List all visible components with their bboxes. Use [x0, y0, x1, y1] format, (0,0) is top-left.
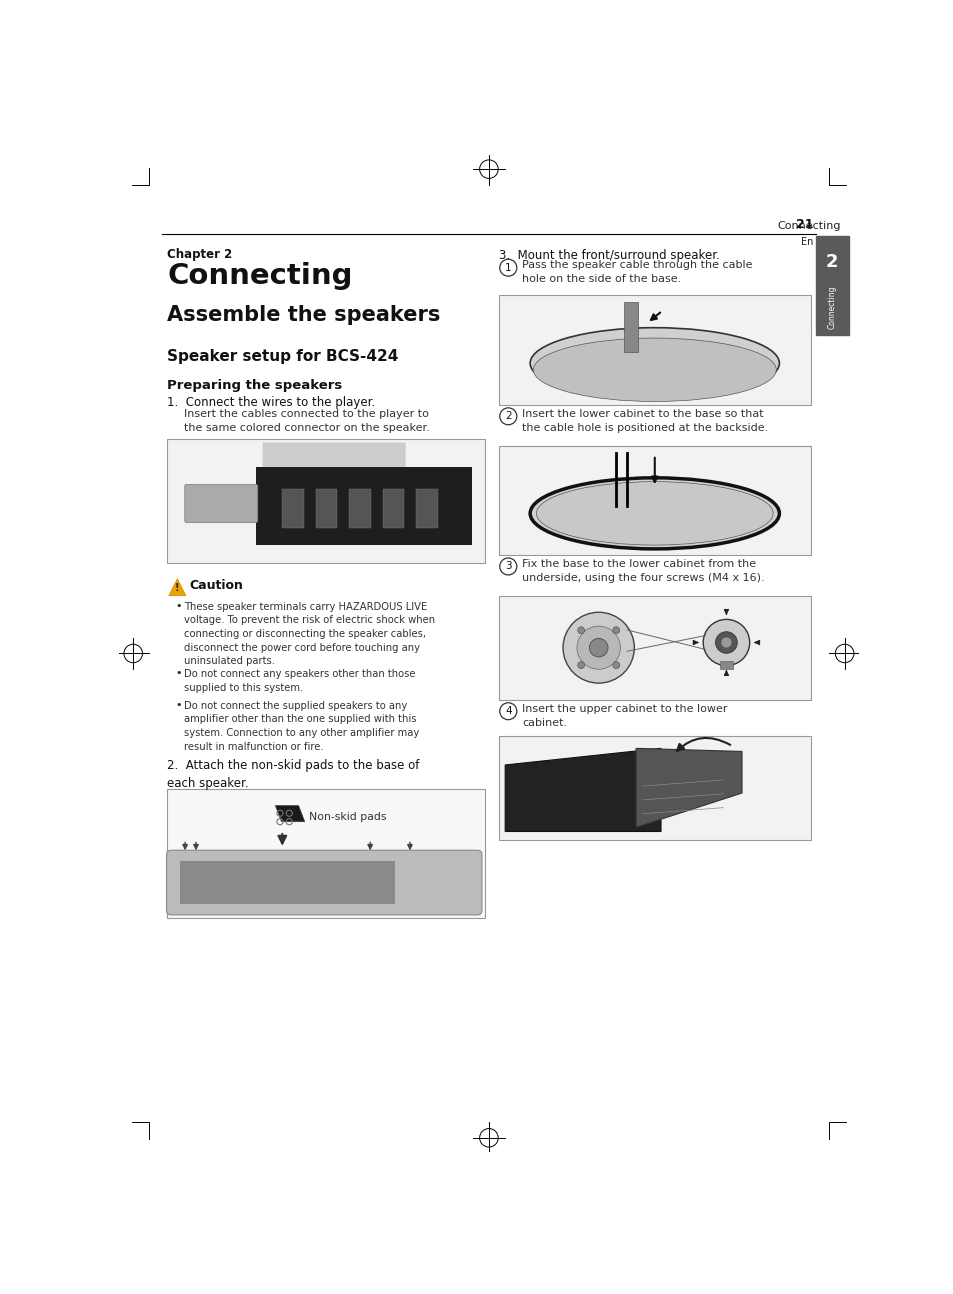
Text: Connecting: Connecting — [827, 285, 836, 329]
Bar — [498, 736, 810, 840]
Text: 4: 4 — [504, 707, 511, 716]
Text: Non-skid pads: Non-skid pads — [309, 811, 387, 822]
Bar — [623, 302, 637, 352]
Bar — [315, 489, 337, 528]
Text: Fix the base to the lower cabinet from the
underside, using the four screws (M4 : Fix the base to the lower cabinet from t… — [521, 559, 764, 582]
Text: Pass the speaker cable through the cable
hole on the side of the base.: Pass the speaker cable through the cable… — [521, 260, 752, 283]
Circle shape — [720, 637, 731, 648]
Text: These speaker terminals carry HAZARDOUS LIVE
voltage. To prevent the risk of ele: These speaker terminals carry HAZARDOUS … — [184, 602, 435, 666]
Text: Connecting: Connecting — [777, 221, 840, 230]
Bar — [416, 489, 437, 528]
Text: !: ! — [175, 584, 179, 594]
Text: 2: 2 — [825, 254, 838, 270]
Text: •: • — [174, 669, 181, 678]
Circle shape — [702, 620, 749, 665]
Text: 2.  Attach the non-skid pads to the base of
each speaker.: 2. Attach the non-skid pads to the base … — [167, 760, 419, 791]
Text: 1.  Connect the wires to the player.: 1. Connect the wires to the player. — [167, 396, 375, 409]
Bar — [498, 295, 810, 405]
Circle shape — [562, 612, 634, 683]
Circle shape — [612, 661, 619, 669]
Text: 3: 3 — [504, 562, 511, 572]
Polygon shape — [505, 748, 660, 832]
Ellipse shape — [530, 327, 779, 399]
Text: 3.  Mount the front/surround speaker.: 3. Mount the front/surround speaker. — [498, 250, 720, 263]
Bar — [167, 788, 484, 917]
Circle shape — [589, 638, 607, 657]
Text: Insert the upper cabinet to the lower
cabinet.: Insert the upper cabinet to the lower ca… — [521, 704, 727, 727]
FancyBboxPatch shape — [167, 850, 481, 915]
Text: Preparing the speakers: Preparing the speakers — [167, 379, 342, 392]
Text: 1: 1 — [504, 263, 511, 273]
Text: Assemble the speakers: Assemble the speakers — [167, 305, 440, 325]
Circle shape — [715, 631, 737, 653]
Text: •: • — [174, 602, 181, 611]
Bar — [498, 445, 810, 555]
Bar — [382, 489, 404, 528]
Bar — [282, 489, 303, 528]
Text: Insert the lower cabinet to the base so that
the cable hole is positioned at the: Insert the lower cabinet to the base so … — [521, 409, 768, 432]
Text: Speaker setup for BCS-424: Speaker setup for BCS-424 — [167, 349, 398, 365]
Polygon shape — [636, 748, 741, 827]
Bar — [167, 439, 484, 563]
Bar — [498, 595, 810, 700]
Text: Do not connect any speakers other than those
supplied to this system.: Do not connect any speakers other than t… — [184, 669, 416, 692]
Bar — [720, 661, 732, 669]
Text: 2: 2 — [504, 411, 511, 422]
Polygon shape — [262, 443, 405, 520]
Bar — [180, 861, 395, 905]
Circle shape — [612, 626, 619, 634]
Bar — [815, 236, 847, 335]
Text: Chapter 2: Chapter 2 — [167, 247, 233, 260]
Text: Do not connect the supplied speakers to any
amplifier other than the one supplie: Do not connect the supplied speakers to … — [184, 701, 419, 752]
Text: Connecting: Connecting — [167, 261, 353, 290]
Circle shape — [578, 661, 584, 669]
Text: 21: 21 — [796, 217, 813, 230]
Ellipse shape — [533, 338, 776, 401]
Text: Caution: Caution — [189, 578, 243, 591]
Polygon shape — [275, 806, 304, 822]
Text: Insert the cables connected to the player to
the same colored connector on the s: Insert the cables connected to the playe… — [184, 409, 430, 433]
Ellipse shape — [536, 481, 772, 545]
Polygon shape — [169, 578, 186, 595]
Text: En: En — [801, 237, 813, 247]
Ellipse shape — [530, 477, 779, 549]
FancyBboxPatch shape — [185, 484, 257, 523]
Circle shape — [577, 626, 619, 669]
Text: •: • — [174, 700, 181, 710]
Bar — [256, 467, 472, 545]
Bar — [349, 489, 371, 528]
Circle shape — [578, 626, 584, 634]
